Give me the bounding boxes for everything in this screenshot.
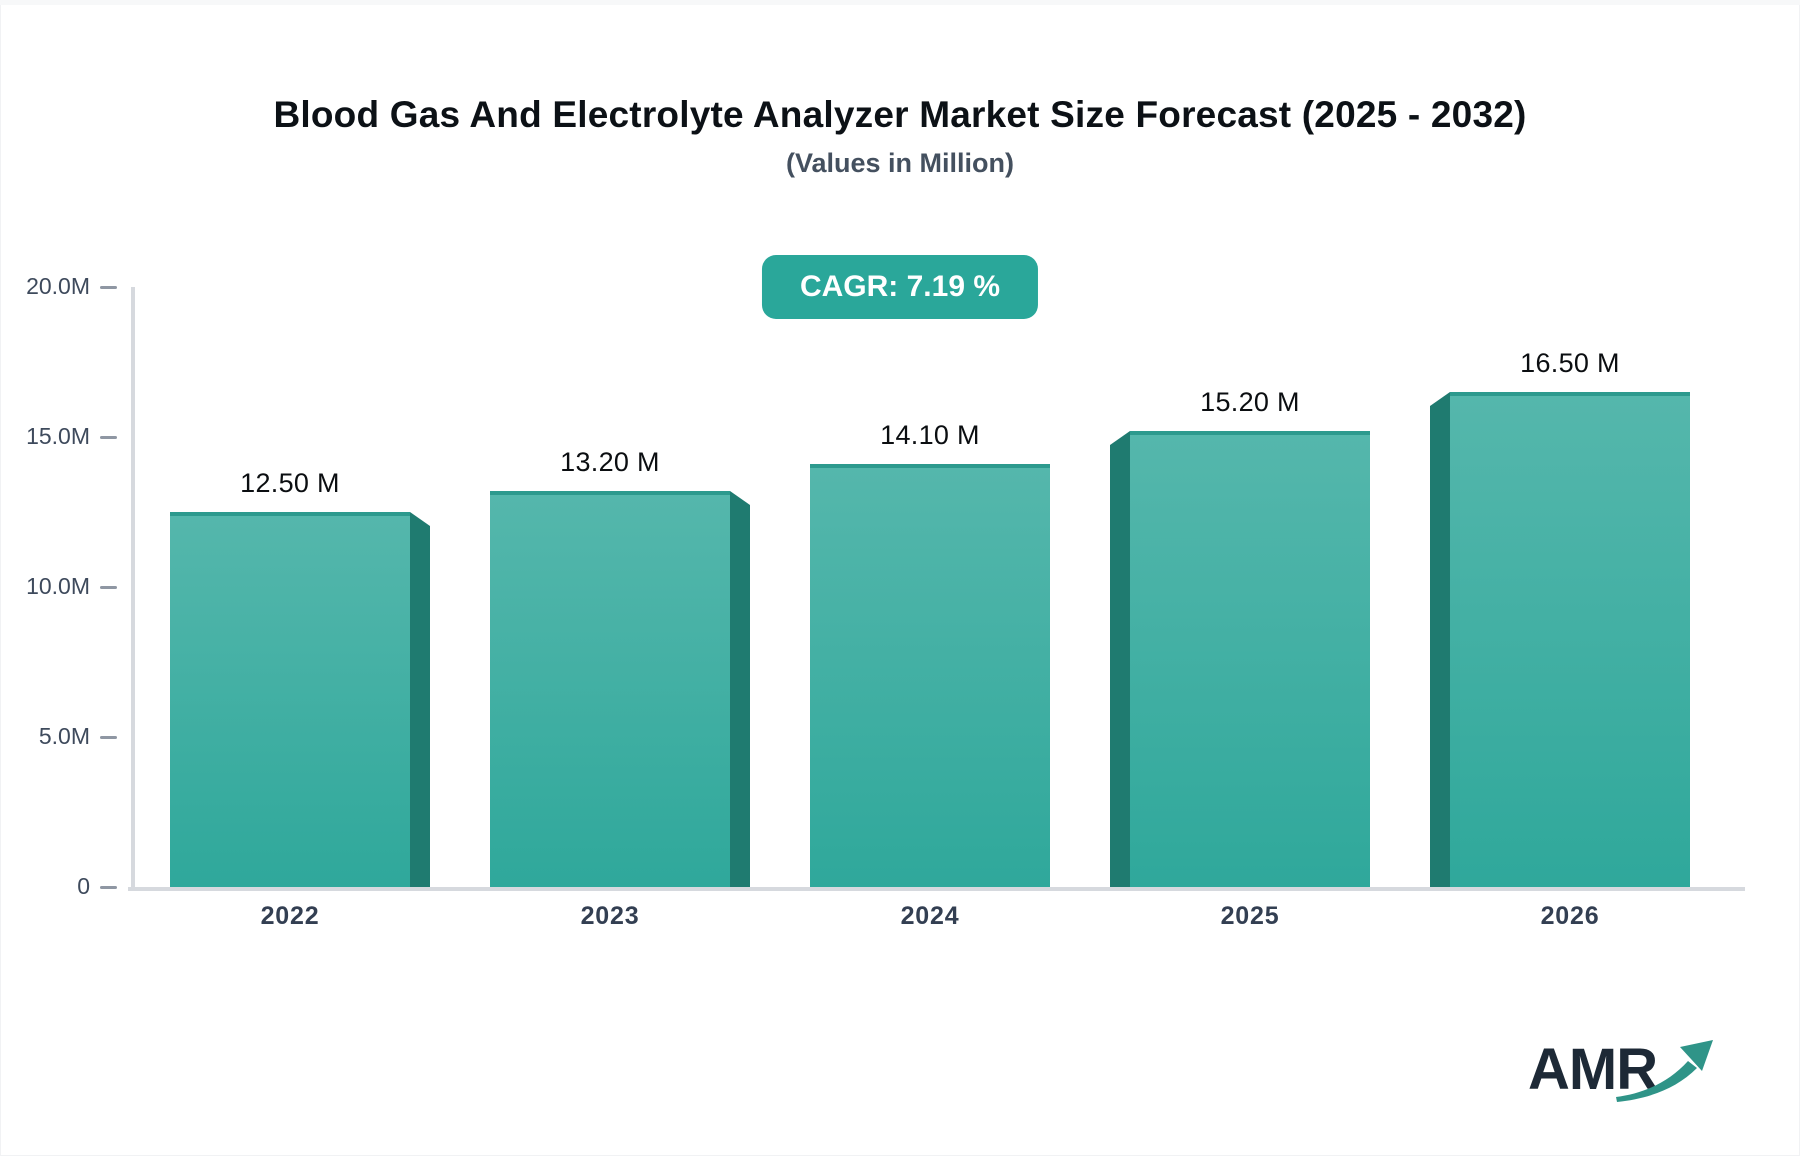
bar-top-edge (170, 512, 410, 516)
bar (170, 512, 410, 887)
amr-logo: AMR (1528, 1036, 1713, 1116)
bar-3d-side (1110, 431, 1130, 887)
y-axis-tick (100, 436, 117, 439)
bar-top-edge (1450, 392, 1690, 396)
bar-value-label: 16.50 M (1520, 348, 1620, 378)
bar-value-label: 12.50 M (240, 468, 340, 498)
x-axis-label: 2026 (1540, 902, 1600, 930)
y-axis-tick (100, 886, 117, 889)
y-axis-tick (100, 286, 117, 289)
y-axis-tick-label: 0 (77, 873, 90, 899)
x-axis-label: 2022 (260, 902, 320, 930)
bar-3d-side (730, 491, 750, 887)
y-axis-tick (100, 736, 117, 739)
y-axis-tick-label: 5.0M (38, 723, 90, 749)
chart-subtitle: (Values in Million) (785, 148, 1015, 178)
x-axis-label: 2024 (900, 902, 960, 930)
y-axis-tick-label: 20.0M (26, 273, 90, 299)
bar (1450, 392, 1690, 887)
amr-logo-text: AMR (1528, 1037, 1658, 1102)
chart-title: Blood Gas And Electrolyte Analyzer Marke… (273, 94, 1527, 135)
x-axis-label: 2025 (1220, 902, 1280, 930)
y-axis-line (131, 287, 135, 891)
cagr-badge: CAGR: 7.19 % (761, 255, 1039, 319)
x-axis-line (128, 887, 1745, 891)
bar-top-edge (490, 491, 730, 495)
bar (810, 464, 1050, 887)
bar-value-label: 14.10 M (880, 420, 980, 450)
bar (490, 491, 730, 887)
y-axis-tick-label: 10.0M (26, 573, 90, 599)
cagr-badge-label: CAGR: 7.19 % (799, 270, 1001, 303)
bar-top-edge (1130, 431, 1370, 435)
bar-3d-side (1430, 392, 1450, 887)
bar (1130, 431, 1370, 887)
page-top-border (0, 0, 1800, 5)
bar-top-edge (810, 464, 1050, 468)
bar-3d-side (410, 512, 430, 887)
y-axis-tick (100, 586, 117, 589)
y-axis-tick-label: 15.0M (26, 423, 90, 449)
x-axis-label: 2023 (580, 902, 640, 930)
trend-up-arrow-icon (1616, 1040, 1713, 1102)
bar-value-label: 15.20 M (1200, 387, 1300, 417)
bar-value-label: 13.20 M (560, 447, 660, 477)
